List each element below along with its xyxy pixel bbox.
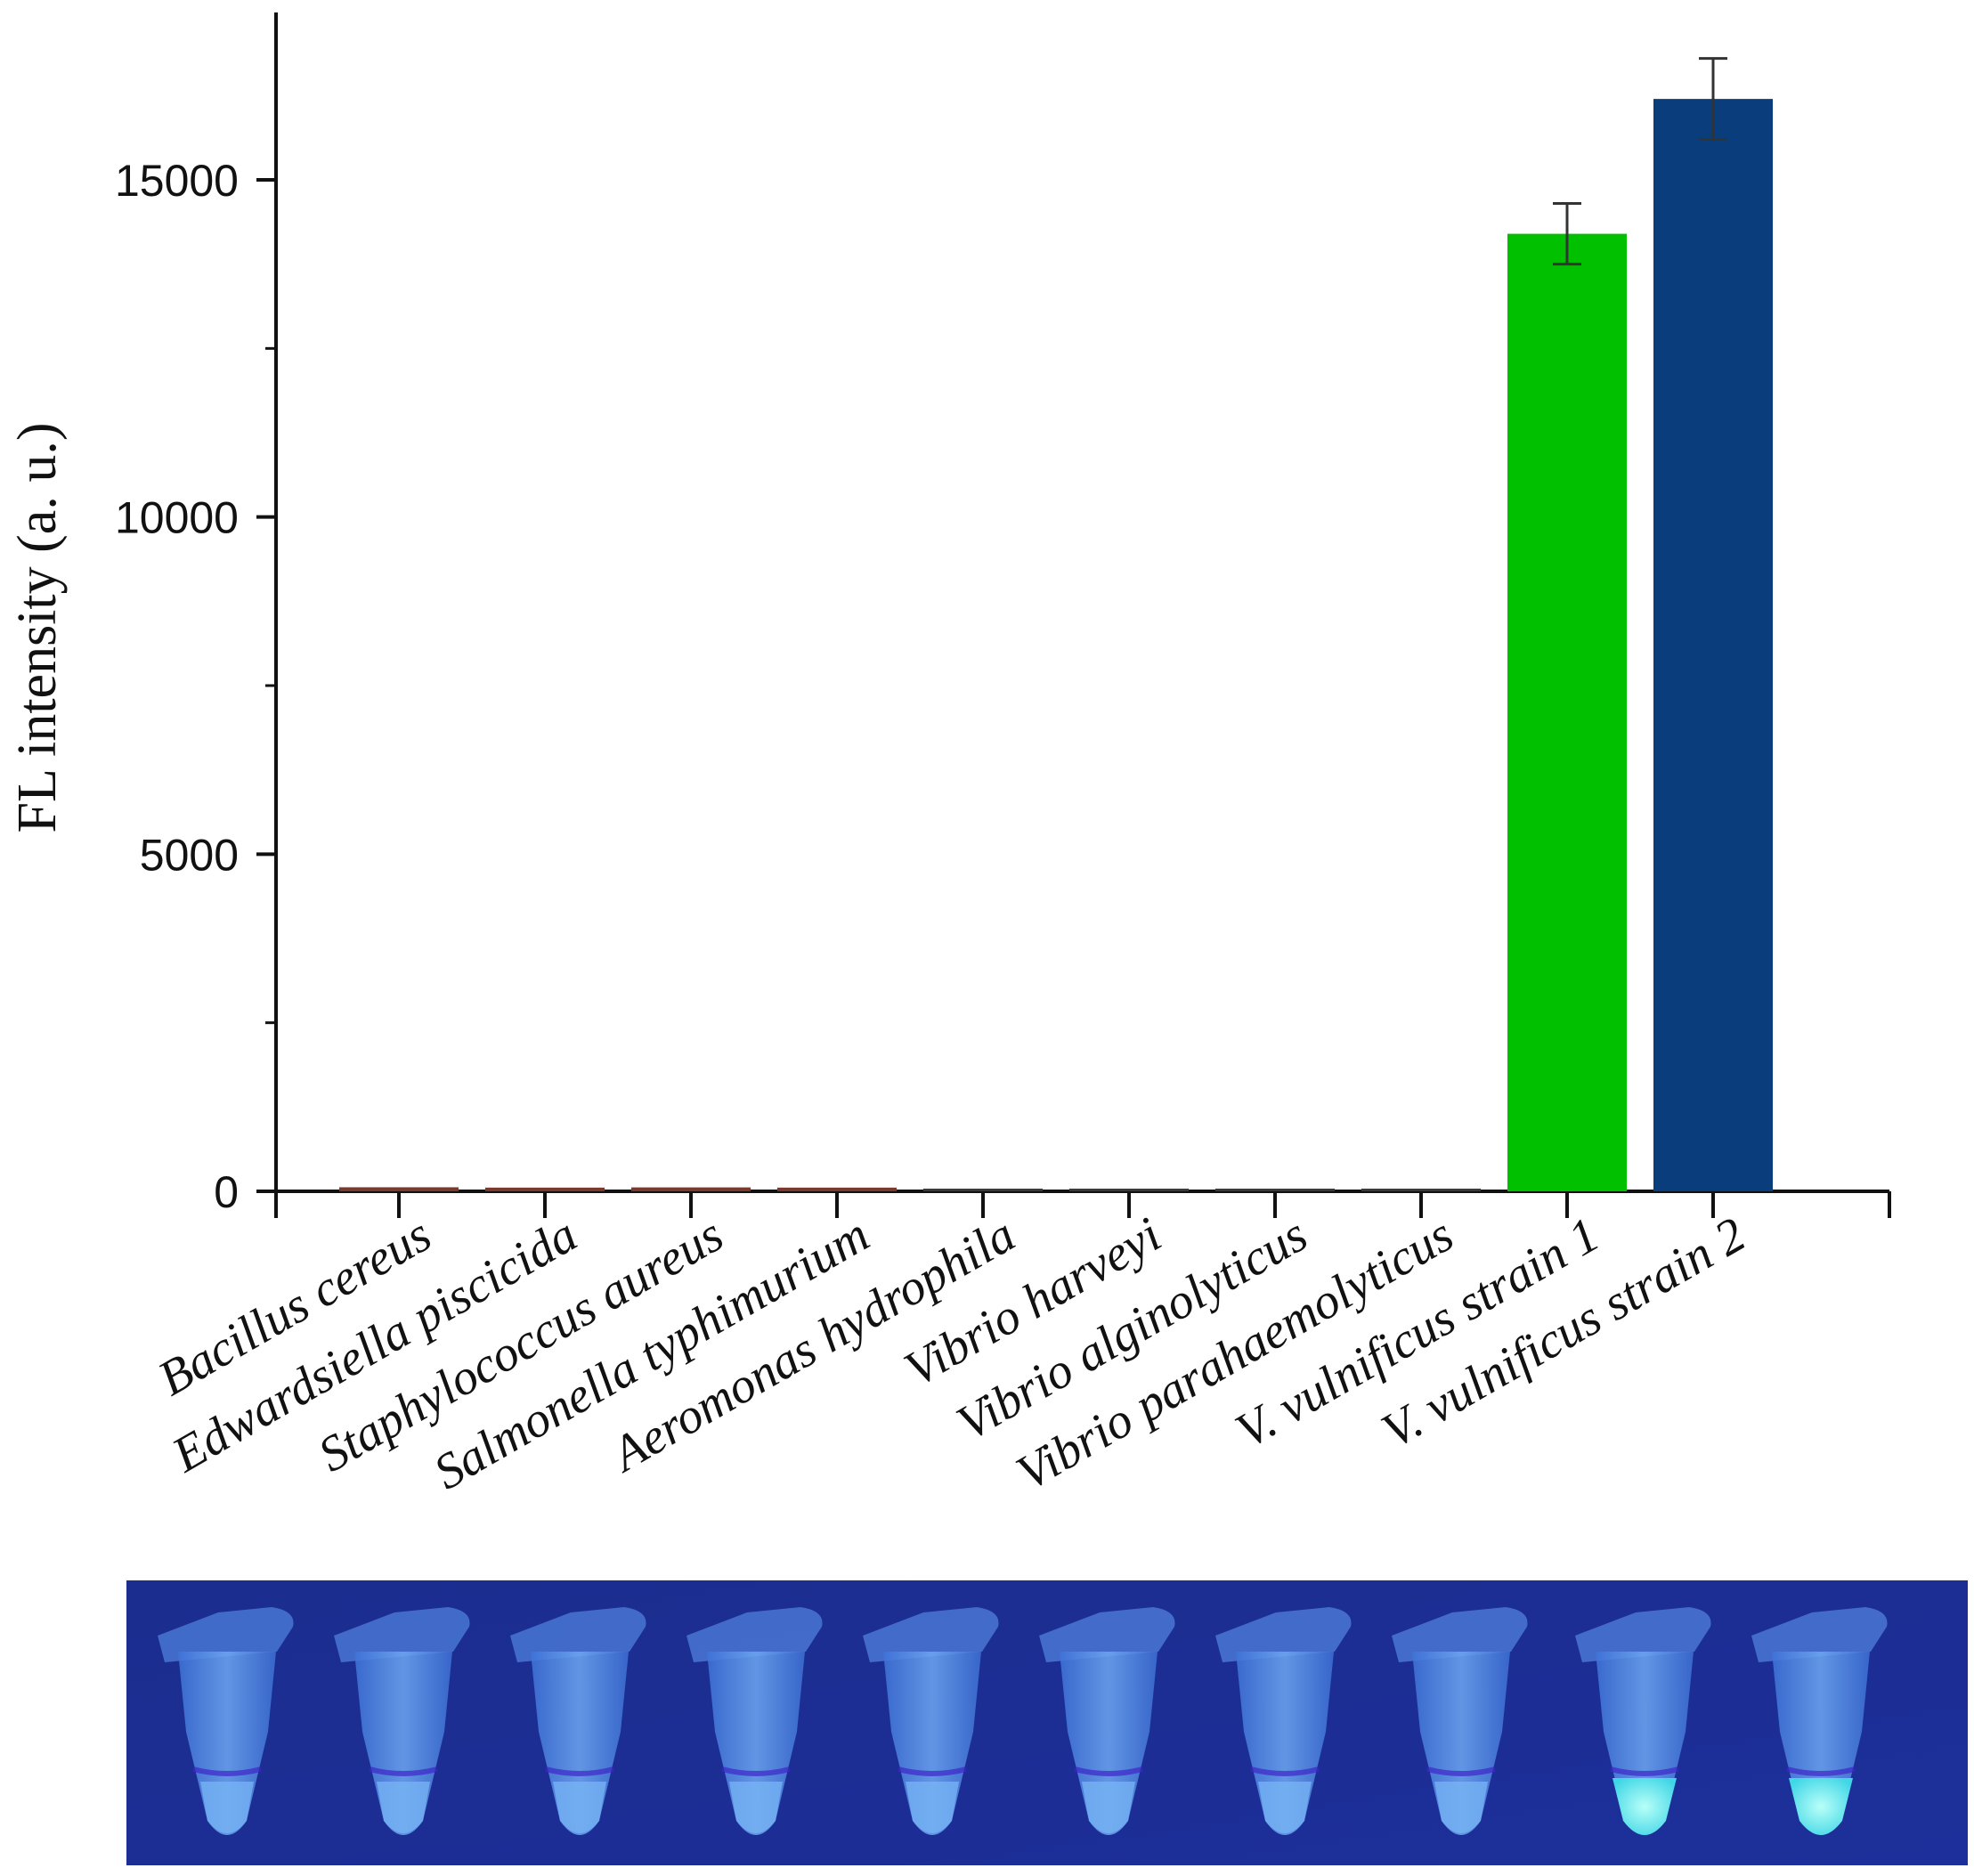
axes [256,12,1891,1218]
tube-photo [126,1580,1968,1865]
tube [1575,1607,1711,1835]
fluorescent-solution [1789,1778,1853,1835]
bar [485,1187,605,1191]
bar [923,1189,1043,1191]
tube [510,1607,646,1835]
y-tick-labels: 0 5000 10000 15000 [115,156,239,1217]
y-tick-label: 0 [214,1167,239,1217]
tube [686,1607,823,1835]
y-tick-label: 15000 [115,156,239,206]
tube [1392,1607,1528,1835]
error-bar [1553,202,1581,266]
bar [1069,1189,1189,1191]
fluorescent-solution [1613,1778,1677,1835]
y-tick-label: 10000 [115,493,239,543]
bar [1653,99,1773,1192]
tube [1215,1607,1352,1835]
bar [1507,233,1627,1191]
bar [1215,1189,1335,1191]
tube [1751,1607,1888,1835]
tube [863,1607,999,1835]
tube [158,1607,294,1835]
bar [339,1187,459,1191]
bar [777,1187,897,1191]
tube [1039,1607,1175,1835]
tube [334,1607,470,1835]
y-axis-label: FL intensity (a. u.) [7,423,68,833]
bars [339,99,1773,1192]
bar [631,1187,751,1191]
error-bars [1553,57,1727,266]
y-tick-label: 5000 [140,830,239,880]
error-bar [1699,57,1727,142]
bar [1361,1189,1481,1191]
